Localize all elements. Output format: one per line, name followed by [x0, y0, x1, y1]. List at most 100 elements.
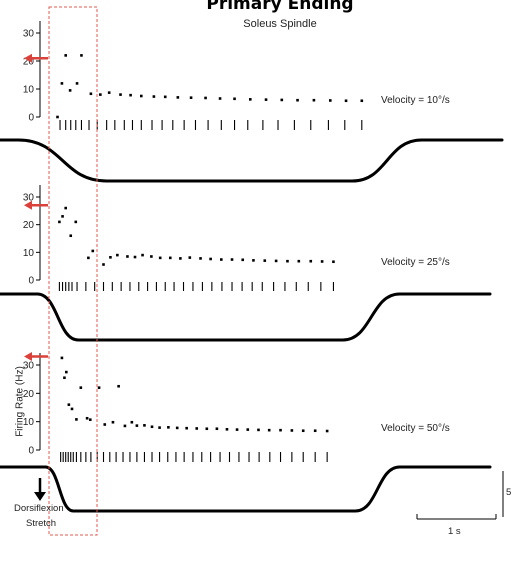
data-point [188, 256, 192, 259]
y-tick-label: 10 [23, 85, 35, 96]
dorsiflexion-arrow-head [34, 492, 46, 501]
data-point [313, 429, 317, 433]
data-point [235, 428, 239, 431]
data-point [329, 99, 332, 102]
data-point [130, 420, 134, 424]
data-point [91, 249, 95, 253]
data-point [167, 426, 170, 429]
data-point [185, 426, 188, 430]
data-point [87, 256, 90, 260]
data-point [119, 93, 122, 96]
data-point [248, 98, 252, 101]
rate-arrow-head [24, 53, 32, 63]
data-point [126, 255, 129, 258]
data-point [204, 96, 207, 100]
data-point [274, 259, 278, 263]
data-point [286, 259, 289, 263]
y-tick-label: 20 [23, 57, 35, 68]
data-point [309, 259, 313, 263]
data-point [109, 256, 112, 259]
data-point [150, 255, 153, 258]
data-point [225, 428, 229, 431]
data-point [205, 427, 209, 431]
data-point [252, 259, 255, 262]
data-point [123, 424, 127, 428]
data-point [103, 423, 107, 426]
data-point [267, 428, 271, 432]
y-tick-label: 20 [23, 220, 35, 231]
data-point [296, 98, 299, 102]
data-point [65, 370, 68, 374]
data-point [117, 384, 120, 388]
y-tick-label: 10 [23, 248, 35, 259]
cut-scale-label: 5 [506, 487, 512, 498]
stimulus-trace [0, 465, 492, 513]
stimulus-label-dorsiflexion: Dorsiflexion [14, 503, 64, 514]
data-point [158, 256, 162, 260]
data-point [116, 253, 119, 257]
data-point [241, 258, 245, 262]
data-point [297, 259, 301, 263]
y-tick-label: 0 [28, 276, 34, 287]
y-tick-label: 0 [28, 446, 34, 457]
y-axis-label: Firing Rate (Hz) [14, 366, 26, 437]
data-point [79, 386, 83, 389]
y-tick-label: 30 [23, 361, 35, 372]
data-point [74, 220, 78, 224]
data-point [102, 263, 105, 266]
data-point [168, 256, 172, 260]
data-point [64, 206, 67, 210]
data-point [176, 96, 180, 99]
data-point [129, 93, 132, 97]
rate-arrow-head [24, 352, 32, 361]
data-point [301, 429, 305, 433]
data-point [263, 259, 267, 262]
data-point [246, 428, 250, 431]
y-tick-label: 30 [23, 29, 35, 40]
data-point [61, 215, 64, 218]
data-point [325, 429, 329, 433]
y-tick-label: 0 [28, 113, 34, 124]
data-point [85, 416, 89, 420]
data-point [218, 97, 222, 100]
data-point [67, 403, 71, 406]
data-point [158, 426, 161, 429]
data-point [360, 99, 364, 103]
y-tick-label: 10 [23, 417, 35, 428]
figure-subtitle: Soleus Spindle [243, 18, 317, 30]
data-point [75, 418, 78, 421]
data-point [64, 54, 67, 57]
stimulus-trace [0, 138, 504, 183]
data-point [195, 427, 199, 430]
ramp-highlight-box [48, 6, 98, 536]
data-point [58, 220, 61, 224]
data-point [63, 376, 66, 380]
data-point [175, 426, 179, 430]
data-point [140, 94, 143, 98]
data-point [189, 96, 193, 99]
data-point [312, 98, 316, 102]
time-scale-label: 1 s [448, 526, 461, 537]
data-point [344, 99, 348, 103]
data-point [70, 407, 74, 411]
data-point [152, 95, 156, 98]
velocity-label-25: Velocity = 25°/s [381, 257, 450, 268]
data-point [280, 98, 284, 102]
data-point [179, 257, 182, 260]
rate-arrow-head [24, 200, 32, 210]
data-point [107, 91, 111, 94]
stimulus-trace [0, 292, 492, 342]
data-point [60, 82, 64, 85]
data-point [133, 255, 137, 259]
data-point [80, 54, 83, 57]
data-point [163, 95, 167, 99]
data-point [332, 260, 335, 264]
data-point [320, 260, 324, 263]
figure-title: Primary Ending [206, 0, 354, 14]
velocity-label-50: Velocity = 50°/s [381, 423, 450, 434]
data-point [150, 425, 154, 429]
data-point [56, 115, 59, 119]
data-point [60, 356, 64, 360]
data-point [141, 253, 144, 257]
